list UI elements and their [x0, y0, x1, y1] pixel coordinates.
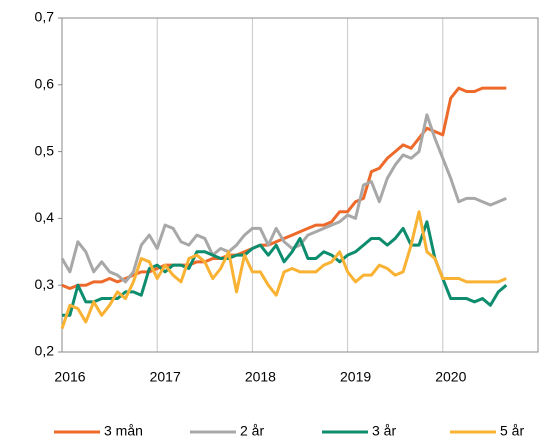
legend-label: 3 år: [372, 423, 396, 439]
y-tick-label: 0,2: [35, 343, 55, 359]
y-tick-label: 0,4: [35, 209, 55, 225]
legend-label: 2 år: [240, 423, 264, 439]
y-tick-label: 0,7: [35, 9, 55, 25]
legend-label: 3 mån: [104, 423, 143, 439]
line: [60, 210, 507, 330]
x-tick-label: 2019: [340, 369, 371, 385]
x-tick-label: 2017: [150, 369, 181, 385]
x-tick-label: 2020: [435, 369, 466, 385]
x-tick-label: 2016: [54, 369, 85, 385]
x-tick-label: 2018: [245, 369, 276, 385]
y-tick-label: 0,3: [35, 276, 55, 292]
legend-label: 5 år: [500, 423, 524, 439]
plot-frame: [61, 17, 539, 353]
line: [60, 113, 507, 284]
y-tick-label: 0,6: [35, 76, 55, 92]
y-tick-label: 0,5: [35, 142, 55, 158]
line: [62, 220, 508, 317]
